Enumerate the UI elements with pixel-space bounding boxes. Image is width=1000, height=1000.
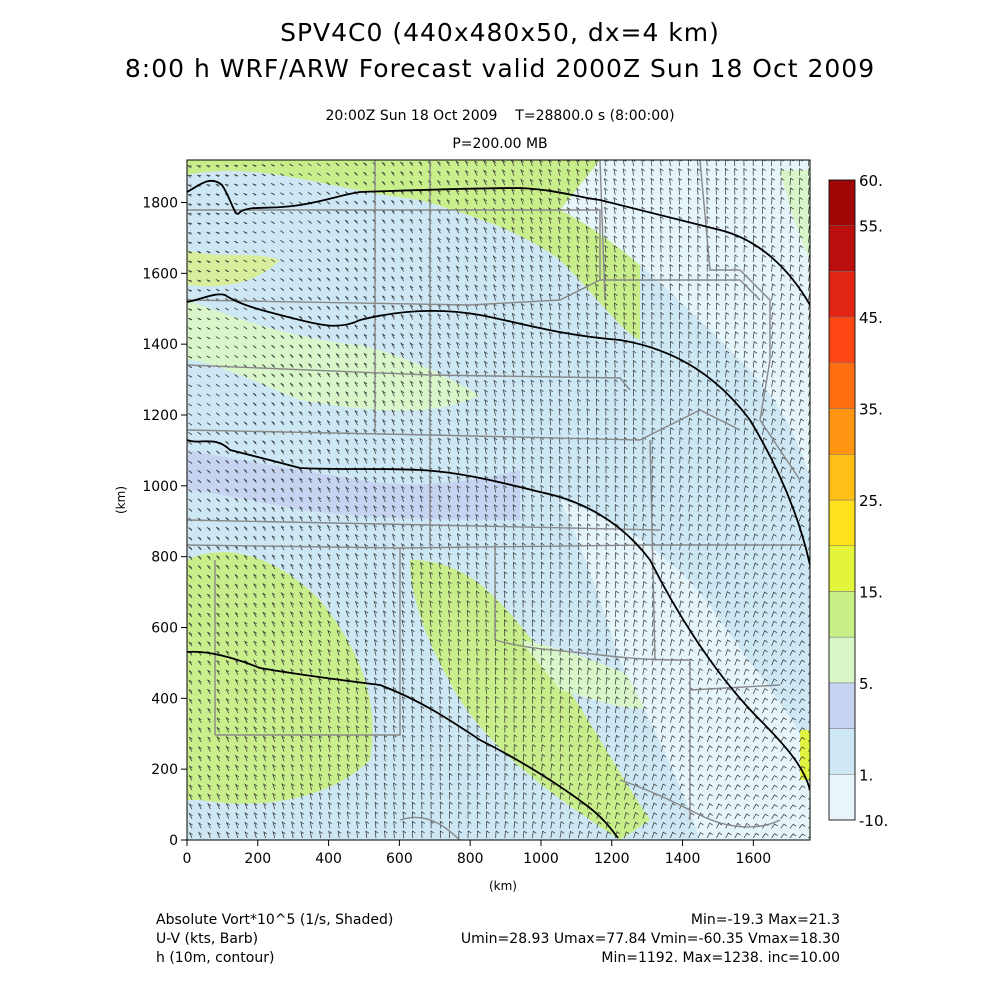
colorbar-label: 5.	[859, 675, 873, 693]
y-tick-label: 400	[151, 691, 178, 707]
colorbar-frame	[828, 179, 856, 821]
colorbar-label: -10.	[859, 812, 888, 830]
footer-field1-label: Absolute Vort*10^5 (1/s, Shaded)	[156, 912, 394, 928]
footer-field3-label: h (10m, contour)	[156, 950, 275, 966]
footer-field3-stats: Min=1192. Max=1238. inc=10.00	[601, 950, 840, 966]
colorbar-label: 55.	[859, 218, 883, 236]
y-axis-label: (km)	[114, 486, 128, 514]
y-tick-label: 800	[151, 550, 178, 566]
colorbar-label: 45.	[859, 309, 883, 327]
plot-frame	[186, 159, 811, 841]
colorbar-swatch	[828, 545, 856, 592]
vorticity-shading	[187, 160, 810, 840]
y-tick-label: 0	[169, 833, 178, 849]
y-tick-label: 1400	[142, 337, 178, 353]
colorbar-swatch	[828, 316, 856, 364]
y-axis: 0 200 400 600 800 1000 1200 1400 1600 1800	[142, 196, 187, 849]
colorbar-swatch	[828, 225, 856, 272]
x-tick-label: 1600	[736, 851, 772, 867]
colorbar-swatch	[828, 271, 856, 318]
y-tick-label: 1000	[142, 479, 178, 495]
y-tick-label: 1600	[142, 266, 178, 282]
x-axis: 0 200 400 600 800 1000 1200 1400 1600	[183, 840, 772, 867]
colorbar-label: 1.	[859, 766, 873, 784]
model-time: T=28800.0 s (8:00:00)	[515, 108, 675, 124]
colorbar-label: 35.	[859, 401, 883, 419]
colorbar-label: 15.	[859, 583, 883, 601]
x-axis-label: (km)	[489, 879, 517, 893]
valid-time-line: 20:00Z Sun 18 Oct 2009 T=28800.0 s (8:00…	[0, 108, 1000, 124]
colorbar-swatch	[828, 408, 856, 455]
footer-field1-stats: Min=-19.3 Max=21.3	[690, 912, 840, 928]
y-tick-label: 600	[151, 621, 178, 637]
colorbar: 60. 55. 45. 35. 25. 15. 5. 1. -10.	[828, 172, 888, 830]
colorbar-swatch	[828, 362, 856, 409]
x-tick-label: 200	[244, 851, 271, 867]
colorbar-swatch	[828, 636, 856, 684]
footer-field2-label: U-V (kts, Barb)	[156, 931, 259, 947]
x-tick-label: 800	[457, 851, 484, 867]
chart-title: SPV4C0 (440x480x50, dx=4 km)	[280, 18, 720, 47]
colorbar-swatch	[828, 454, 856, 501]
colorbar-label: 25.	[859, 492, 883, 510]
colorbar-swatch	[828, 499, 856, 546]
x-tick-label: 600	[386, 851, 413, 867]
x-tick-label: 1400	[665, 851, 701, 867]
x-tick-label: 1000	[523, 851, 559, 867]
valid-time: 20:00Z Sun 18 Oct 2009	[325, 108, 498, 124]
x-tick-label: 400	[315, 851, 342, 867]
colorbar-swatch	[828, 682, 856, 729]
colorbar-label: 60.	[859, 172, 883, 190]
colorbar-swatch	[828, 728, 856, 775]
colorbar-swatch	[828, 774, 856, 821]
colorbar-swatch	[828, 179, 856, 226]
forecast-map: 0 200 400 600 800 1000 1200 1400 1600 0 200 400 600…	[114, 159, 888, 893]
x-tick-label: 0	[183, 851, 192, 867]
pressure-level: P=200.00 MB	[452, 136, 548, 152]
x-tick-label: 1200	[594, 851, 630, 867]
y-tick-label: 1200	[142, 408, 178, 424]
y-tick-label: 1800	[142, 196, 178, 212]
colorbar-swatch	[828, 591, 856, 638]
state-borders	[187, 160, 801, 840]
chart-subtitle: 8:00 h WRF/ARW Forecast valid 2000Z Sun …	[124, 54, 876, 83]
y-tick-label: 200	[151, 762, 178, 778]
height-contours	[187, 179, 810, 839]
footer-field2-stats: Umin=28.93 Umax=77.84 Vmin=-60.35 Vmax=1…	[460, 931, 840, 947]
